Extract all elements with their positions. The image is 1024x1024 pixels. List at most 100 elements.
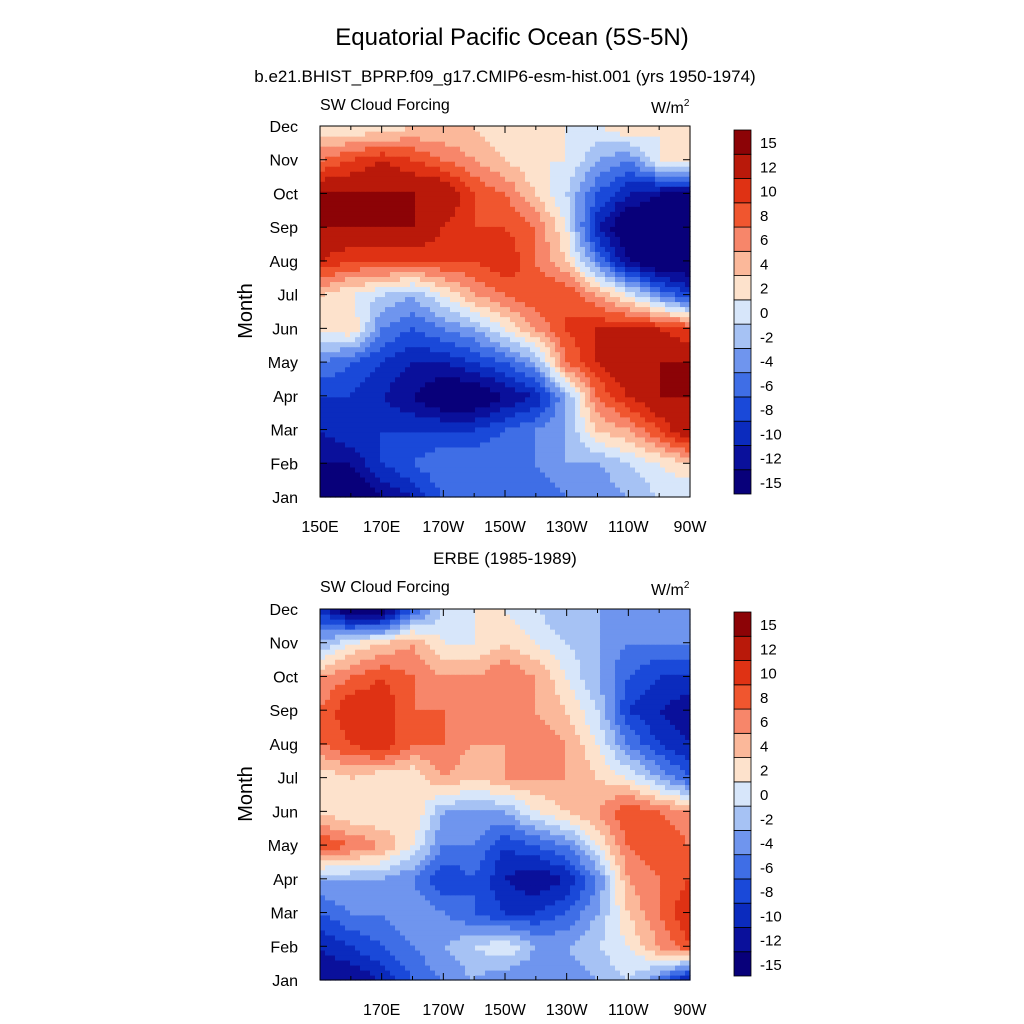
contour-cell <box>350 256 356 262</box>
contour-cell <box>530 421 536 428</box>
contour-cell <box>565 481 571 488</box>
contour-cell <box>540 441 546 448</box>
contour-cell <box>405 166 411 172</box>
contour-cell <box>425 301 431 308</box>
contour-cell <box>320 241 326 247</box>
contour-cell <box>635 406 641 413</box>
contour-cell <box>570 481 576 488</box>
contour-cell <box>565 166 571 172</box>
contour-cell <box>425 206 431 212</box>
contour-cell <box>390 291 396 298</box>
contour-cell <box>415 251 421 257</box>
contour-cell <box>465 446 471 453</box>
contour-cell <box>440 266 446 272</box>
contour-cell <box>600 391 606 398</box>
contour-cell <box>380 306 386 313</box>
contour-cell <box>320 486 326 493</box>
contour-cell <box>500 206 506 212</box>
contour-cell <box>440 381 446 388</box>
contour-cell <box>350 171 356 177</box>
contour-cell <box>550 391 556 398</box>
contour-cell <box>475 396 481 403</box>
contour-cell <box>435 331 441 338</box>
contour-cell <box>450 396 456 403</box>
contour-cell <box>335 231 341 237</box>
contour-cell <box>500 176 506 182</box>
contour-cell <box>630 296 636 303</box>
contour-cell <box>630 486 636 493</box>
contour-cell <box>495 406 501 413</box>
contour-cell <box>525 336 531 343</box>
contour-cell <box>595 396 601 403</box>
contour-cell <box>675 486 681 493</box>
contour-cell <box>450 206 456 212</box>
contour-cell <box>465 371 471 378</box>
contour-cell <box>505 226 511 232</box>
contour-cell <box>500 256 506 262</box>
contour-cell <box>645 226 651 232</box>
contour-cell <box>685 456 691 463</box>
contour-cell <box>655 371 661 378</box>
contour-cell <box>580 316 586 323</box>
contour-cell <box>440 221 446 227</box>
contour-cell <box>605 236 611 242</box>
contour-cell <box>580 461 586 468</box>
contour-cell <box>625 436 631 443</box>
contour-cell <box>555 311 561 318</box>
contour-cell <box>525 476 531 483</box>
contour-cell <box>510 266 516 272</box>
contour-cell <box>430 466 436 473</box>
contour-cell <box>325 366 331 373</box>
contour-cell <box>375 366 381 373</box>
contour-cell <box>570 491 576 498</box>
contour-cell <box>680 486 686 493</box>
contour-cell <box>600 201 606 207</box>
contour-cell <box>465 376 471 383</box>
contour-cell <box>660 311 666 318</box>
contour-cell <box>610 226 616 232</box>
contour-cell <box>630 191 636 197</box>
contour-cell <box>430 366 436 373</box>
contour-cell <box>345 281 351 288</box>
contour-cell <box>320 361 326 368</box>
contour-cell <box>415 306 421 313</box>
contour-cell <box>535 286 541 293</box>
contour-cell <box>420 216 426 222</box>
contour-cell <box>495 301 501 308</box>
contour-cell <box>605 341 611 348</box>
contour-cell <box>375 301 381 308</box>
contour-cell <box>560 181 566 187</box>
contour-cell <box>490 476 496 483</box>
contour-cell <box>630 366 636 373</box>
contour-cell <box>480 446 486 453</box>
contour-cell <box>360 351 366 358</box>
contour-cell <box>595 326 601 333</box>
contour-cell <box>620 346 626 353</box>
contour-cell <box>435 446 441 453</box>
contour-cell <box>485 271 491 277</box>
contour-cell <box>495 361 501 368</box>
contour-cell <box>405 236 411 242</box>
contour-cell <box>660 171 666 177</box>
contour-cell <box>630 451 636 458</box>
contour-cell <box>640 166 646 172</box>
contour-cell <box>320 416 326 423</box>
contour-cell <box>525 401 531 408</box>
contour-cell <box>490 271 496 277</box>
contour-cell <box>610 461 616 468</box>
contour-cell <box>515 336 521 343</box>
contour-cell <box>320 256 326 262</box>
contour-cell <box>550 246 556 252</box>
contour-cell <box>650 401 656 408</box>
contour-cell <box>660 201 666 207</box>
contour-cell <box>615 386 621 393</box>
contour-cell <box>610 316 616 323</box>
contour-cell <box>465 156 471 162</box>
contour-cell <box>595 211 601 217</box>
contour-cell <box>445 171 451 177</box>
contour-cell <box>390 371 396 378</box>
contour-cell <box>395 231 401 237</box>
contour-cell <box>405 331 411 338</box>
contour-cell <box>500 286 506 293</box>
contour-cell <box>385 296 391 303</box>
